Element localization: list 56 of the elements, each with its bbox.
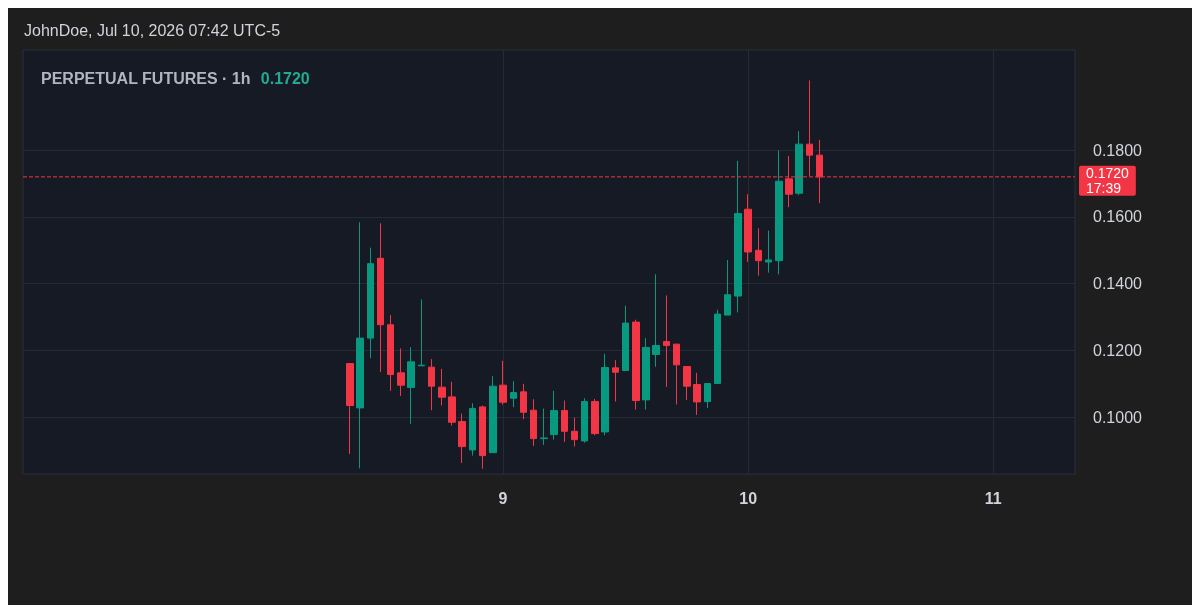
candlestick bbox=[377, 222, 384, 373]
text: 0.1720 bbox=[260, 69, 310, 87]
candlestick bbox=[775, 149, 783, 275]
candlestick bbox=[550, 390, 558, 441]
y-tick-label: 0.1400 bbox=[1093, 275, 1143, 293]
candlestick bbox=[612, 359, 619, 403]
x-tick-label: 11 bbox=[984, 489, 1002, 507]
candlestick bbox=[755, 227, 762, 277]
candlestick bbox=[601, 353, 609, 436]
candlestick bbox=[346, 362, 354, 455]
text: JohnDoe, Jul 10, 2026 07:42 UTC-5 bbox=[24, 21, 281, 39]
x-tick-label: 9 bbox=[498, 489, 508, 507]
candlestick bbox=[714, 309, 721, 385]
candlestick bbox=[499, 360, 507, 406]
candlestick bbox=[591, 398, 599, 436]
candlestick bbox=[581, 397, 588, 444]
candlestick bbox=[469, 402, 476, 457]
candlestick bbox=[683, 366, 691, 401]
candlestick bbox=[663, 294, 670, 388]
candlestick bbox=[428, 358, 435, 411]
candlestick bbox=[704, 383, 711, 409]
candlestick bbox=[387, 314, 394, 392]
candlestick bbox=[407, 346, 415, 425]
candlestick bbox=[448, 381, 456, 427]
x-tick-label: 10 bbox=[739, 489, 758, 507]
candlestick bbox=[632, 319, 640, 411]
candlestick bbox=[795, 130, 803, 196]
ref-line-label: 0.1720 17:39 bbox=[1086, 165, 1130, 197]
candlestick bbox=[489, 375, 497, 454]
candlestick bbox=[734, 160, 742, 313]
candlestick bbox=[397, 347, 405, 397]
candlestick bbox=[458, 413, 466, 464]
y-tick-label: 0.1000 bbox=[1093, 408, 1143, 426]
candlestick bbox=[530, 398, 537, 447]
candlestick bbox=[438, 368, 446, 407]
candlestick bbox=[520, 383, 527, 420]
candlestick bbox=[418, 298, 425, 367]
candlestick bbox=[367, 247, 374, 359]
text: PERPETUAL FUTURES · 1h bbox=[41, 69, 251, 87]
y-tick-label: 0.1800 bbox=[1093, 141, 1143, 159]
candlestick bbox=[622, 305, 629, 371]
y-tick-label: 0.1600 bbox=[1093, 208, 1143, 226]
candlestick bbox=[571, 417, 578, 448]
candlestick bbox=[652, 273, 660, 368]
candlestick bbox=[693, 372, 701, 416]
candlestick bbox=[744, 193, 752, 263]
candlestick bbox=[724, 259, 731, 316]
candlestick bbox=[561, 400, 568, 443]
candlestick bbox=[642, 337, 650, 411]
candlestick bbox=[479, 405, 486, 470]
candlestick bbox=[510, 380, 517, 408]
candlestick bbox=[673, 343, 680, 406]
y-tick-label: 0.1200 bbox=[1093, 341, 1143, 359]
candlestick bbox=[765, 230, 772, 274]
candlestick bbox=[540, 408, 548, 446]
candlestick bbox=[356, 221, 364, 469]
